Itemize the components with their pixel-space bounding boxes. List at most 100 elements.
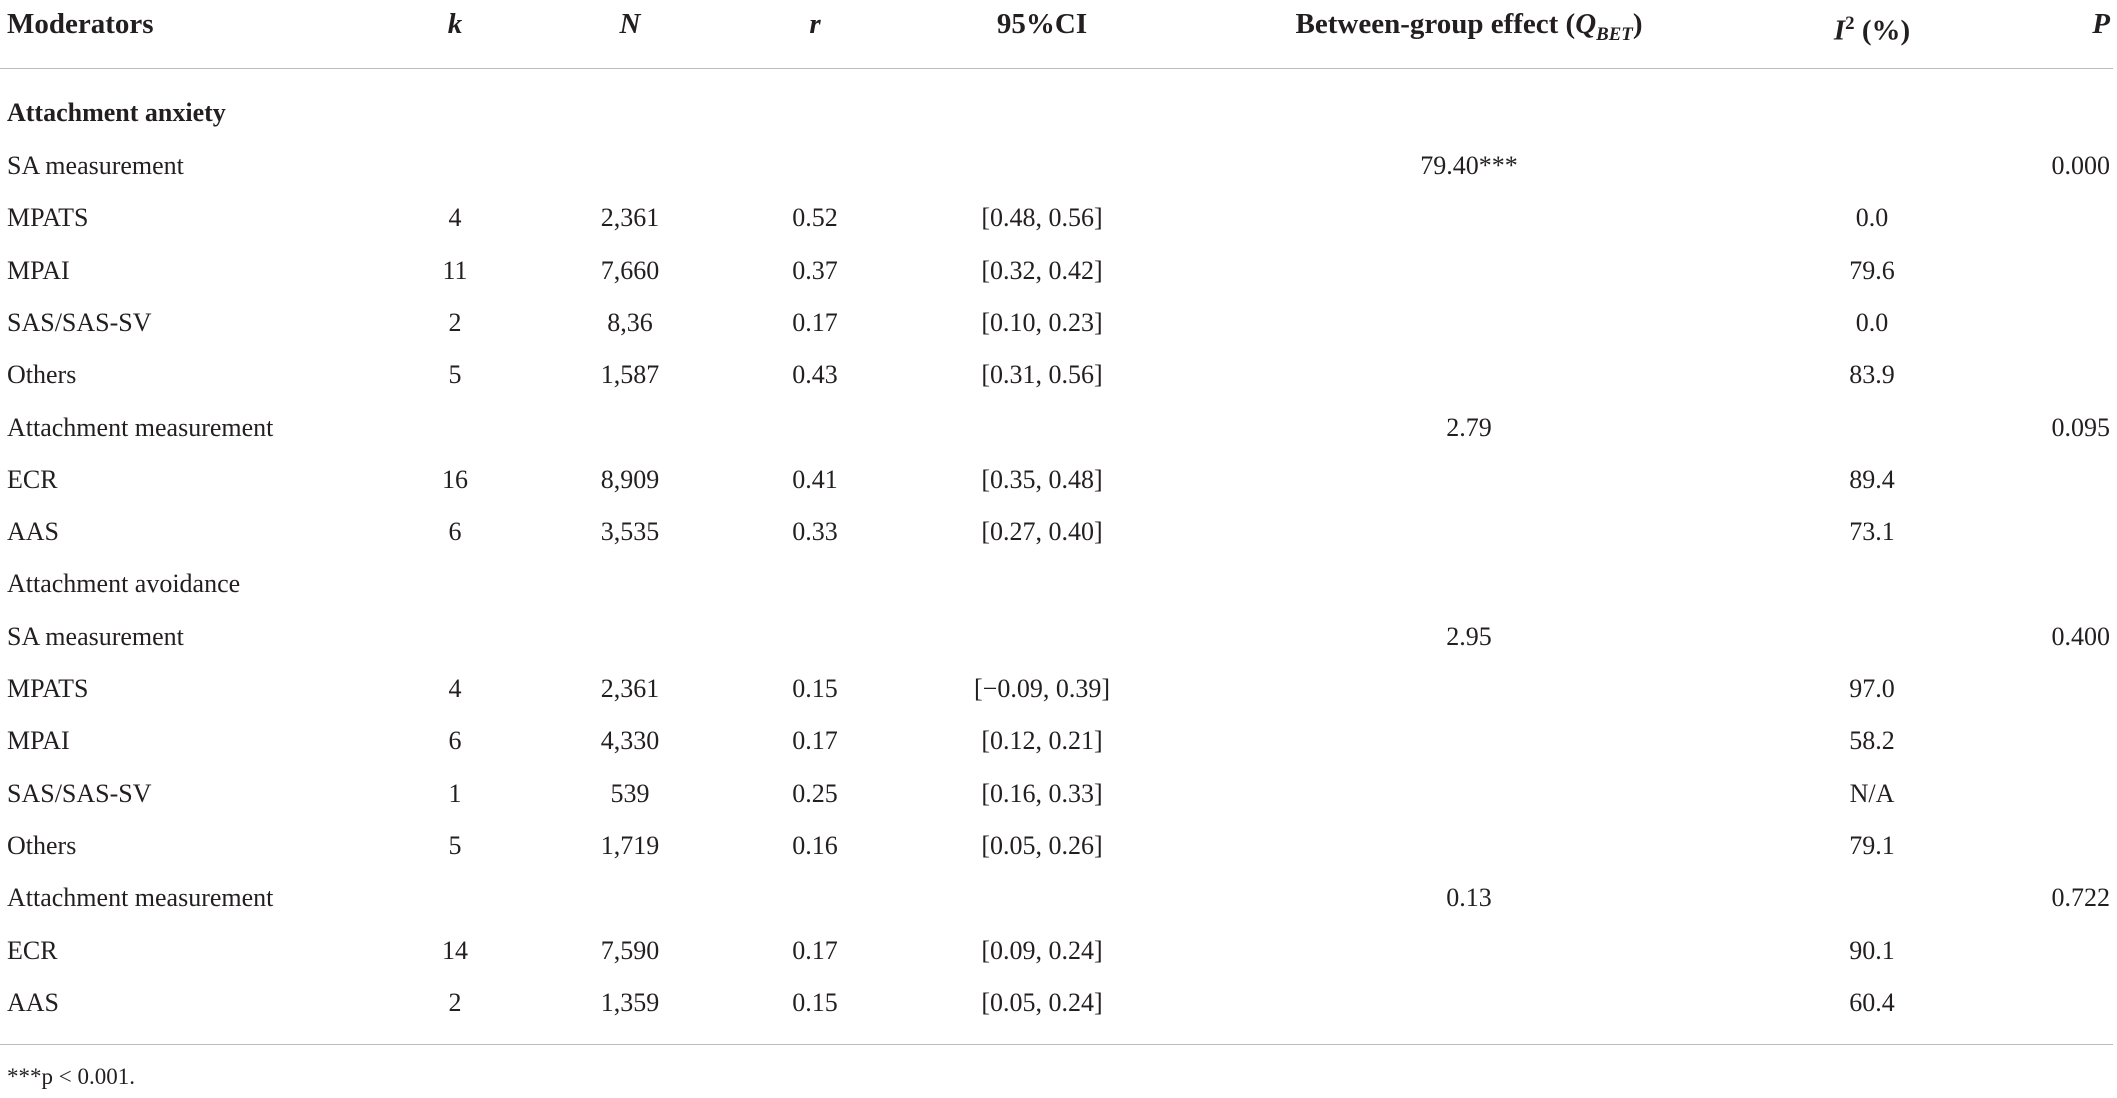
header-part: Q [1575, 8, 1597, 40]
table-cell: 2.79 [1446, 412, 1492, 442]
row-label: ECR [7, 464, 58, 494]
table-cell: 0.17 [792, 935, 838, 965]
row-label: MPAI [7, 255, 70, 285]
row-label: SA measurement [7, 621, 184, 651]
table-cell: 0.095 [2051, 412, 2111, 442]
table-cell: 2,361 [600, 674, 660, 703]
table-cell: [0.31, 0.56] [981, 360, 1103, 390]
table-cell: 0.43 [792, 360, 838, 390]
column-header: r [809, 8, 821, 40]
column-header: N [619, 8, 641, 40]
header-part: BET [1596, 23, 1633, 45]
row-label: ECR [7, 935, 58, 965]
table-cell: 1,587 [600, 360, 660, 390]
table-cell: 0.52 [792, 203, 838, 233]
table-cell: 0.25 [792, 778, 838, 808]
table-cell: 0.33 [792, 517, 838, 547]
table-cell: 0.37 [792, 255, 838, 285]
table-cell: 0.15 [792, 987, 838, 1017]
group-label: Attachment anxiety [7, 98, 226, 127]
row-label: Attachment avoidance [7, 569, 241, 599]
table-cell: [−0.09, 0.39] [974, 674, 1110, 703]
table-cell: 73.1 [1849, 517, 1895, 547]
table-cell: 1 [448, 778, 462, 808]
table-cell: 0.16 [792, 830, 838, 860]
row-label: SAS/SAS-SV [7, 307, 152, 337]
column-header: I2 (%) [1834, 8, 1910, 47]
table-cell: 4 [448, 674, 462, 703]
row-label: MPAI [7, 726, 70, 756]
header-part: ) [1632, 8, 1643, 40]
table-cell: 0.17 [792, 726, 838, 756]
table-cell: 1,719 [600, 830, 660, 860]
header-part: (%) [1854, 14, 1911, 47]
column-header: Moderators [7, 8, 154, 40]
table-cell: 90.1 [1849, 935, 1895, 965]
column-header: 95%CI [996, 8, 1088, 40]
table-cell: 2 [448, 307, 462, 337]
table-cell: [0.05, 0.26] [981, 830, 1103, 860]
table-cell: [0.16, 0.33] [981, 778, 1103, 808]
table-cell: [0.10, 0.23] [981, 307, 1103, 337]
table-cell: 5 [448, 360, 462, 390]
row-label: MPATS [7, 674, 89, 703]
table-cell: 79.40*** [1420, 151, 1518, 180]
table-cell: 2,361 [600, 203, 660, 233]
row-label: SA measurement [7, 151, 184, 180]
row-label: Attachment measurement [7, 412, 274, 442]
row-label: Others [7, 830, 77, 860]
header-part: I [1833, 14, 1846, 47]
table-cell: 4 [448, 203, 462, 233]
footnote: ***p < 0.001. [7, 1064, 135, 1089]
table-cell: 2 [448, 987, 462, 1017]
table-cell: 97.0 [1849, 674, 1895, 703]
table-cell: 14 [442, 935, 468, 965]
table-cell: 4,330 [600, 726, 660, 756]
row-label: AAS [7, 987, 60, 1017]
row-label: AAS [7, 517, 60, 547]
table-cell: [0.27, 0.40] [981, 517, 1103, 547]
row-label: SAS/SAS-SV [7, 778, 152, 808]
table-cell: [0.35, 0.48] [981, 464, 1103, 494]
table-cell: 3,535 [600, 517, 660, 547]
row-label: Attachment measurement [7, 883, 274, 913]
table-cell: 6 [448, 517, 462, 547]
table-cell: 0.17 [792, 307, 838, 337]
table-cell: 0.0 [1855, 307, 1889, 337]
table-cell: [0.48, 0.56] [981, 203, 1103, 233]
table-cell: 0.000 [2051, 151, 2111, 180]
table-cell: [0.09, 0.24] [981, 935, 1103, 965]
table-cell: 8,909 [600, 464, 660, 494]
table-cell: 16 [442, 464, 468, 494]
table-cell: 6 [448, 726, 462, 756]
header-part: Between-group effect ( [1295, 8, 1576, 40]
table-cell: 79.6 [1849, 255, 1895, 285]
table-cell: 539 [610, 778, 650, 808]
table-cell: 1,359 [600, 987, 660, 1017]
table-cell: [0.05, 0.24] [981, 987, 1103, 1017]
table-cell: 83.9 [1849, 360, 1895, 390]
header-part: 2 [1845, 13, 1855, 34]
table-cell: 11 [442, 255, 468, 285]
table-cell: 5 [448, 830, 462, 860]
table-cell: 58.2 [1849, 726, 1895, 756]
column-header: k [447, 8, 463, 40]
table-cell: 2.95 [1446, 621, 1492, 651]
table-cell: 89.4 [1849, 464, 1895, 494]
table-cell: 0.41 [792, 464, 838, 494]
table-cell: 0.0 [1855, 203, 1889, 233]
table-cell: 7,660 [600, 255, 660, 285]
bottom-rule [0, 1044, 2113, 1045]
table-cell: 0.13 [1446, 883, 1492, 913]
row-label: MPATS [7, 203, 89, 233]
column-header: P [2092, 8, 2110, 40]
table-cell: 60.4 [1849, 987, 1895, 1017]
table-cell: N/A [1849, 778, 1895, 808]
table-cell: 7,590 [600, 935, 660, 965]
table-cell: 79.1 [1849, 830, 1895, 860]
table-cell: 0.722 [2051, 883, 2111, 913]
table-cell: 8,36 [607, 307, 653, 337]
table-cell: [0.12, 0.21] [981, 726, 1103, 756]
column-header: Between-group effect (QBET) [1296, 8, 1643, 51]
